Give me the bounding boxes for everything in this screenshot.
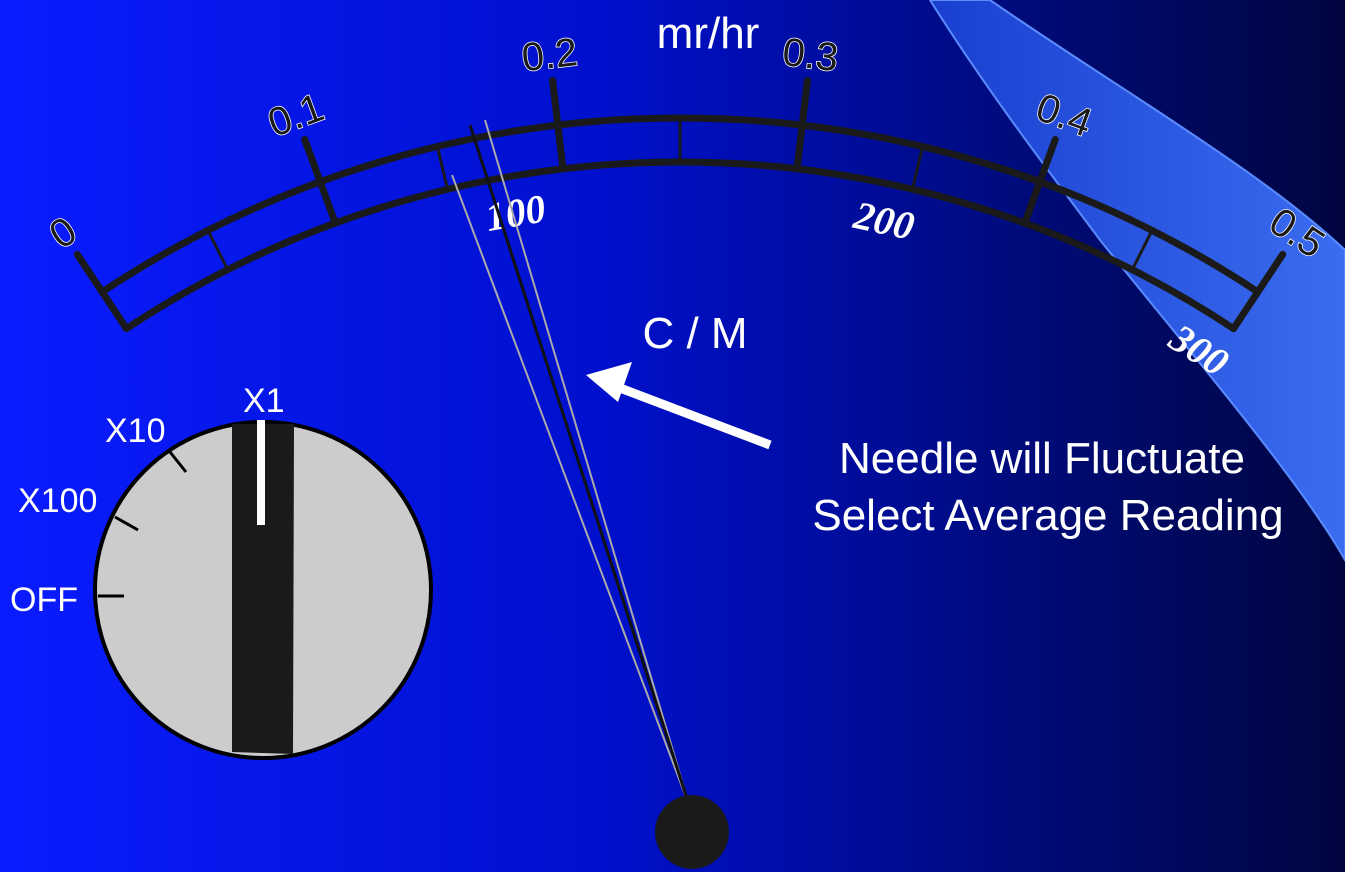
unit-label: mr/hr — [657, 9, 760, 58]
switch-position: X10 — [105, 412, 166, 450]
callout-line: Select Average Reading — [812, 491, 1283, 540]
cpm-unit-label: C / M — [642, 309, 747, 358]
mr-scale-label: 0.2 — [519, 30, 579, 80]
switch-position: X1 — [243, 382, 285, 420]
switch-position: OFF — [10, 581, 78, 619]
mr-scale-label: 0.3 — [780, 30, 840, 80]
switch-position: X100 — [18, 482, 97, 520]
needle-pivot — [655, 795, 729, 869]
meter-slide: 00.10.20.30.40.5100200300 mr/hr C / M Ne… — [0, 0, 1345, 872]
callout-line: Needle will Fluctuate — [839, 434, 1245, 483]
